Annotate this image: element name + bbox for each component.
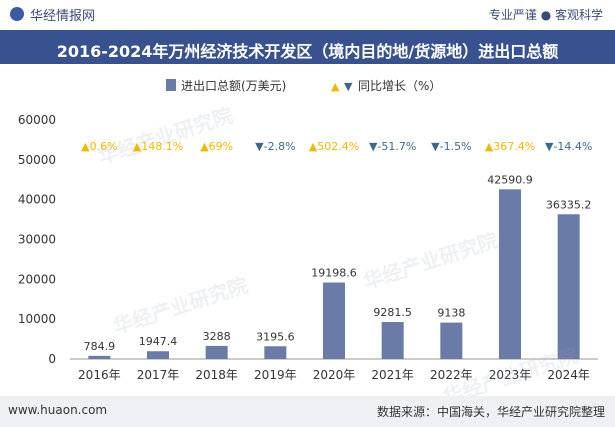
y-tick-label: 20000 xyxy=(18,272,56,286)
bar xyxy=(381,322,404,359)
growth-label: ▲502.4% xyxy=(309,140,359,153)
x-tick-label: 2017年 xyxy=(137,368,180,382)
chart-title: 2016-2024年万州经济技术开发区（境内目的地/货源地）进出口总额 xyxy=(56,42,559,61)
bar-value-label: 19198.6 xyxy=(311,267,357,280)
bar xyxy=(147,351,169,359)
legend-down-triangle: ▼ xyxy=(344,80,353,93)
footer: www.huaon.com 数据来源：中国海关，华经产业研究院整理 xyxy=(0,396,615,427)
legend-up-triangle: ▲ xyxy=(331,80,340,93)
y-tick-label: 10000 xyxy=(18,312,56,326)
y-tick-label: 40000 xyxy=(18,193,56,207)
x-tick-label: 2024年 xyxy=(547,368,590,382)
legend-bar-label: 进出口总额(万美元) xyxy=(181,79,286,93)
logo-icon xyxy=(10,7,24,21)
y-tick-label: 30000 xyxy=(18,233,56,247)
growth-label: ▼-14.4% xyxy=(545,140,592,153)
bar-value-label: 3195.6 xyxy=(256,330,295,343)
bar xyxy=(205,345,228,359)
growth-label: ▼-51.7% xyxy=(369,140,416,153)
x-tick-label: 2021年 xyxy=(371,368,414,382)
y-tick-label: 50000 xyxy=(18,153,56,167)
x-tick-label: 2022年 xyxy=(430,368,473,382)
y-tick-label: 0 xyxy=(48,352,56,366)
growth-label: ▼-1.5% xyxy=(431,140,471,153)
bar-value-label: 9138 xyxy=(437,307,465,320)
chart: 进出口总额(万美元) ▲ ▼ 同比增长（%） 0 10000 20000 30000 40000… xyxy=(18,79,598,382)
title-bar: 2016-2024年万州经济技术开发区（境内目的地/货源地）进出口总额 xyxy=(0,30,615,64)
growth-label: ▲69% xyxy=(200,140,233,153)
growth-label: ▼-2.8% xyxy=(255,140,295,153)
growth-label: ▲148.1% xyxy=(133,140,183,153)
x-tick-label: 2019年 xyxy=(254,368,297,382)
bar-value-label: 1947.4 xyxy=(139,335,178,348)
x-tick-label: 2023年 xyxy=(489,368,532,382)
legend-bar-swatch xyxy=(166,79,176,91)
bar-value-label: 784.9 xyxy=(84,340,116,353)
y-tick-label: 60000 xyxy=(18,113,56,127)
bar xyxy=(499,189,521,359)
growth-label: ▲367.4% xyxy=(485,140,535,153)
growth-label: ▲0.6% xyxy=(81,140,117,153)
brand-name: 华经情报网 xyxy=(30,9,96,24)
bar xyxy=(440,322,463,359)
bar xyxy=(88,355,111,359)
bar xyxy=(557,214,580,359)
bar-value-label: 9281.5 xyxy=(373,306,412,319)
brand-tags: 专业严谨 ● 客观科学 xyxy=(488,8,603,22)
legend-line-label: 同比增长（%） xyxy=(358,79,441,93)
x-tick-label: 2016年 xyxy=(78,368,121,382)
bar-value-label: 3288 xyxy=(203,330,231,343)
bar xyxy=(264,346,287,359)
data-source: 数据来源：中国海关，华经产业研究院整理 xyxy=(376,405,605,419)
top-bar: 华经情报网 专业严谨 ● 客观科学 xyxy=(0,0,615,28)
site-url: www.huaon.com xyxy=(8,403,108,417)
bar xyxy=(323,282,345,359)
bar-value-label: 36335.2 xyxy=(546,198,592,211)
x-tick-label: 2020年 xyxy=(313,368,356,382)
bar-value-label: 42590.9 xyxy=(487,173,533,186)
x-tick-label: 2018年 xyxy=(195,368,238,382)
